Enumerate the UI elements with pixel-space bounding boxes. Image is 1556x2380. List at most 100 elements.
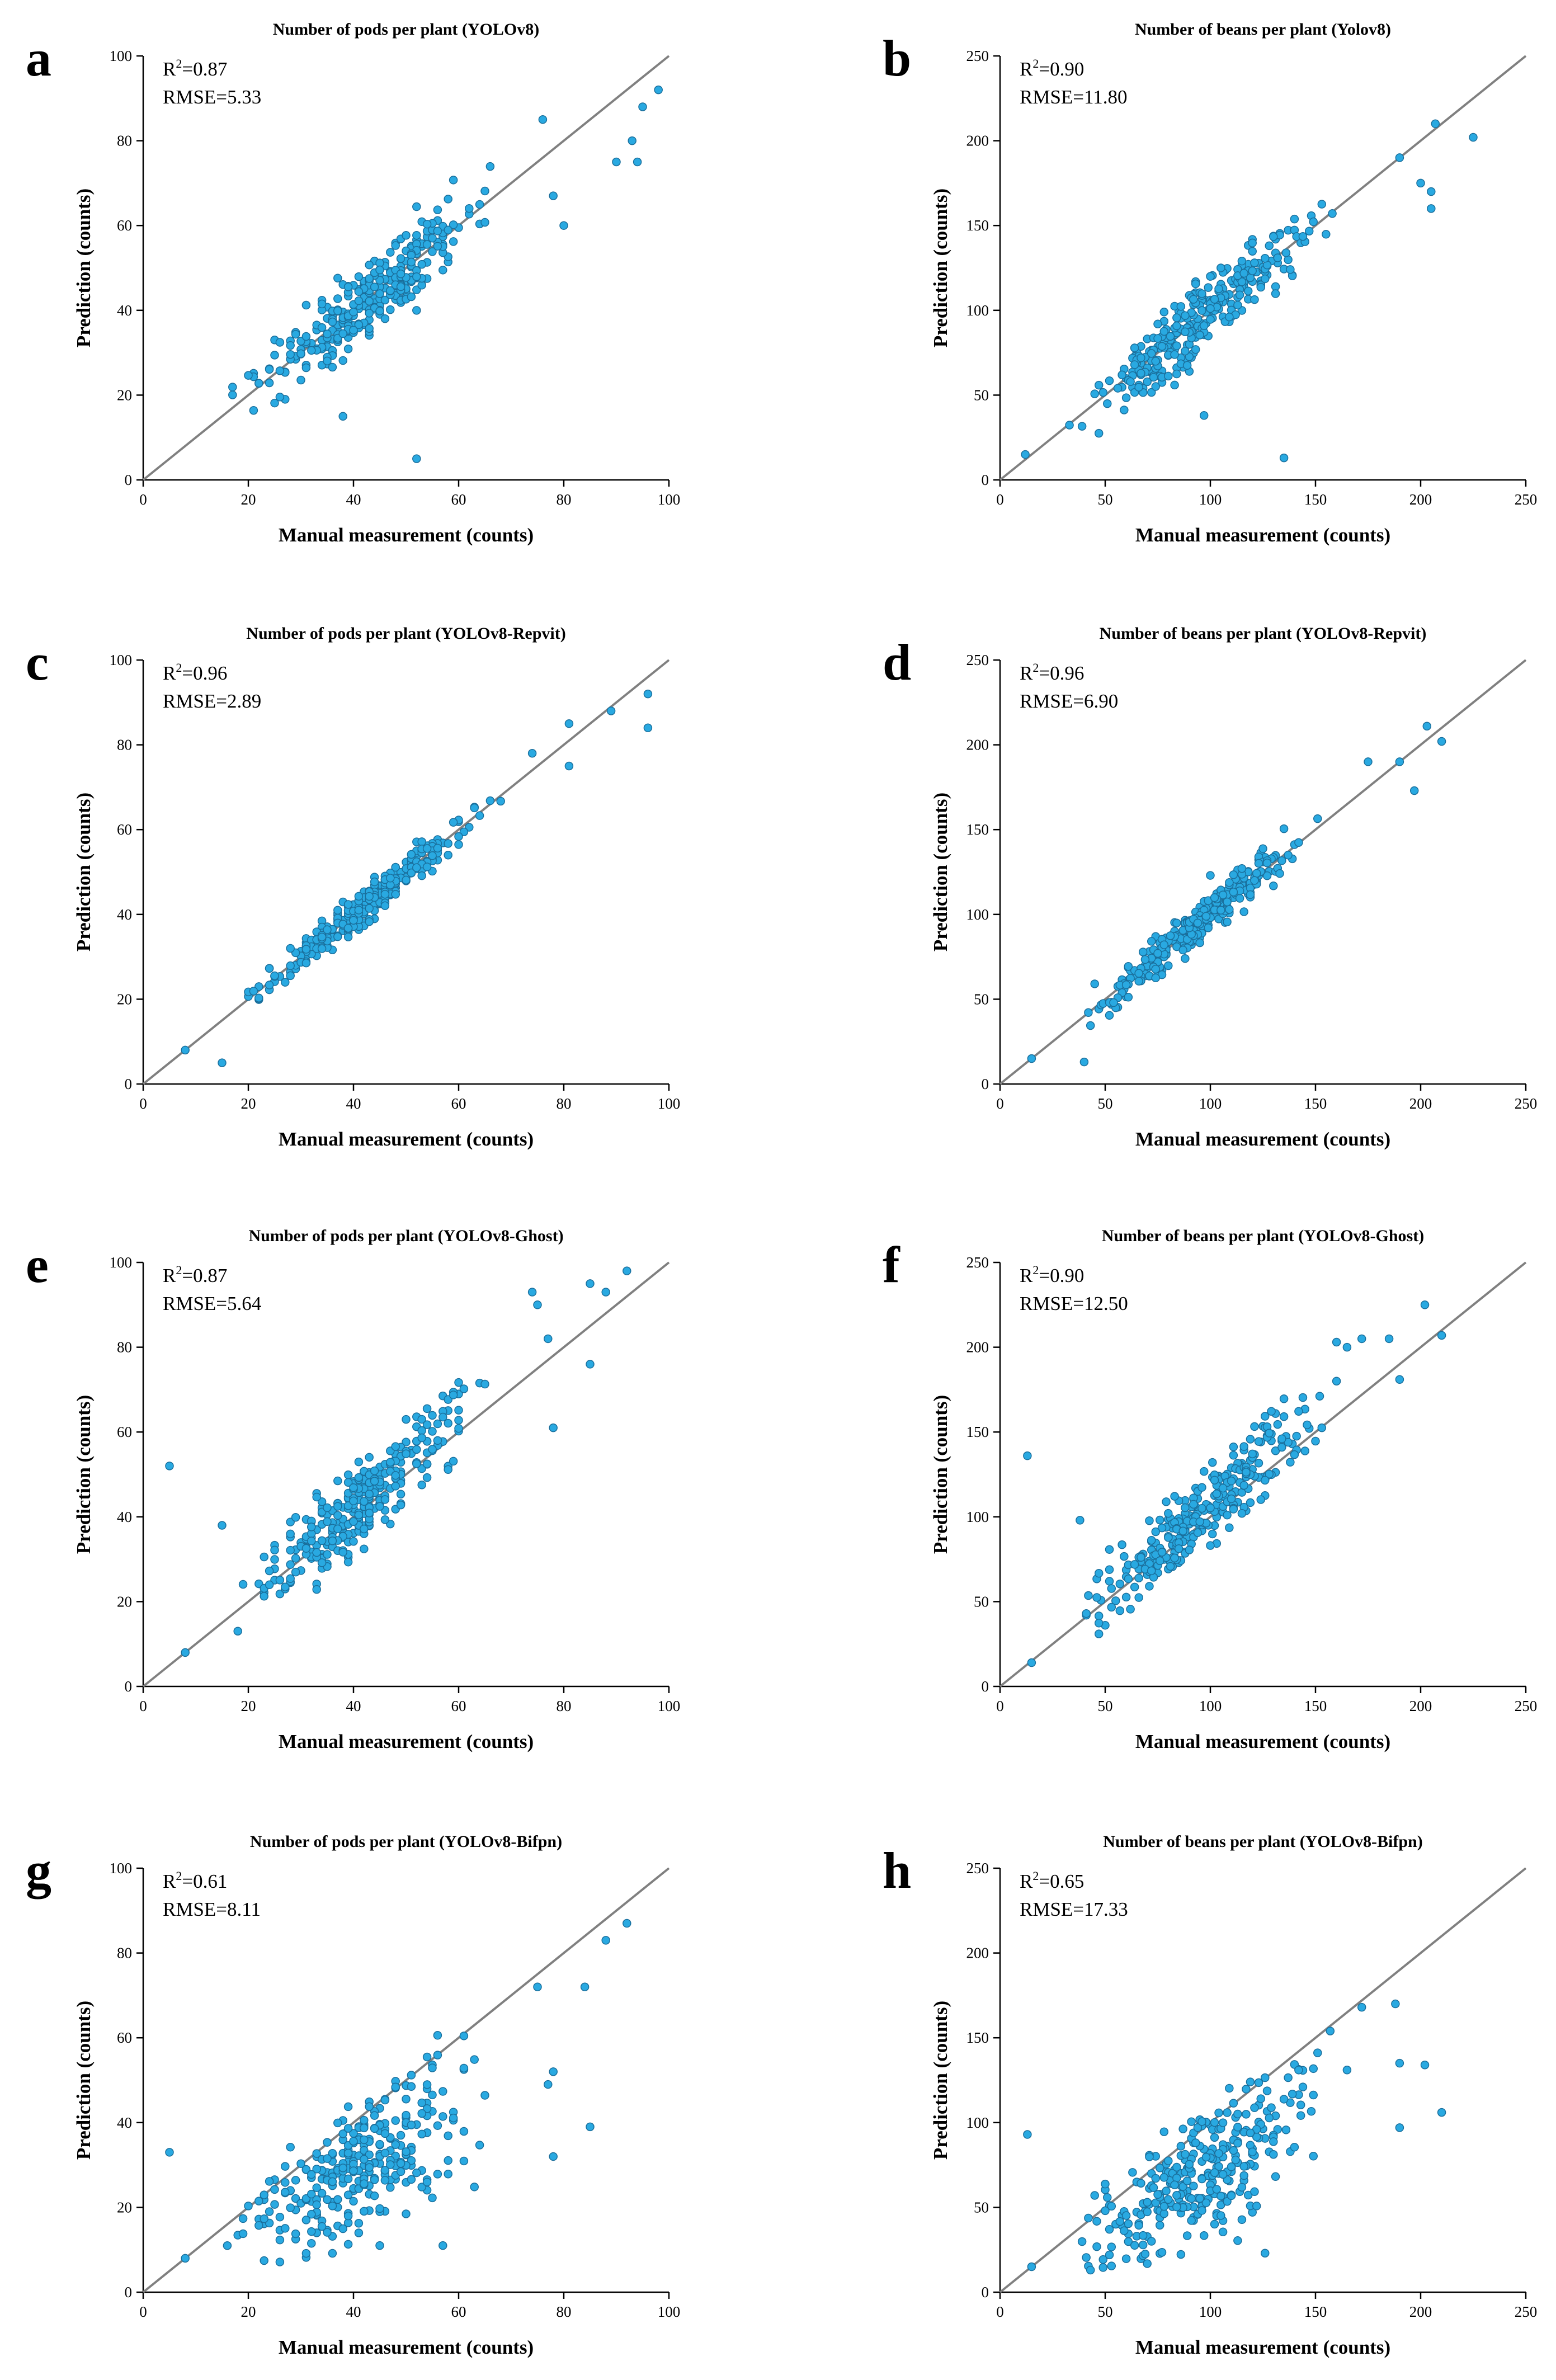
data-point	[1138, 948, 1148, 956]
data-point	[343, 2240, 353, 2249]
data-point	[380, 2095, 390, 2105]
data-point	[1121, 980, 1131, 989]
data-point	[1094, 380, 1104, 390]
data-point	[1250, 876, 1259, 885]
x-tick-label: 100	[1199, 1698, 1222, 1714]
data-point	[1182, 2231, 1192, 2240]
data-point	[1420, 1300, 1430, 1309]
data-point	[564, 761, 574, 771]
r2-annotation: R2=0.87	[163, 1263, 227, 1286]
data-point	[549, 1423, 558, 1432]
data-point	[1279, 2095, 1289, 2104]
data-point	[527, 1288, 537, 1297]
data-point	[218, 1058, 227, 1067]
r2-symbol: R	[163, 58, 176, 80]
data-point	[312, 2183, 321, 2192]
data-point	[1281, 2125, 1291, 2134]
data-point	[1210, 893, 1219, 902]
data-point	[1261, 2249, 1270, 2258]
data-point	[1254, 1437, 1263, 1446]
data-point	[1239, 2171, 1248, 2180]
data-point	[360, 2155, 369, 2164]
data-point	[1170, 1553, 1179, 1563]
x-tick-label: 100	[1199, 1095, 1222, 1112]
y-tick-label: 0	[982, 1076, 989, 1092]
data-point	[1156, 2221, 1164, 2230]
x-axis-title: Manual measurement (counts)	[279, 2336, 534, 2358]
data-point	[1090, 979, 1099, 988]
data-point	[1199, 411, 1209, 420]
y-tick-label: 100	[966, 302, 989, 319]
data-point	[1322, 230, 1331, 239]
data-point	[444, 850, 452, 860]
x-tick-label: 60	[451, 1095, 466, 1112]
r2-value: =0.87	[182, 1265, 227, 1286]
data-point	[1191, 279, 1200, 289]
data-point	[1138, 2240, 1148, 2250]
data-point	[349, 2197, 358, 2206]
data-point	[1214, 2149, 1223, 2158]
data-point	[312, 2149, 321, 2158]
data-point	[1239, 1481, 1248, 1490]
y-tick-label: 150	[966, 2029, 989, 2046]
data-point	[1269, 232, 1278, 241]
data-point	[360, 2207, 369, 2216]
data-point	[1357, 1334, 1366, 1344]
data-point	[328, 362, 337, 372]
rmse-annotation: RMSE=6.90	[1020, 690, 1118, 712]
data-point	[1182, 2176, 1192, 2185]
data-point	[396, 2131, 405, 2140]
data-point	[254, 993, 263, 1002]
data-point	[1261, 1412, 1270, 1421]
data-point	[1094, 1619, 1104, 1628]
y-tick-label: 80	[117, 1945, 132, 1962]
data-point	[527, 749, 537, 758]
data-point	[1076, 1516, 1085, 1525]
data-point	[338, 412, 347, 421]
data-point	[1227, 2162, 1236, 2171]
data-point	[360, 1524, 369, 1534]
data-point	[1197, 289, 1206, 298]
data-point	[354, 272, 364, 281]
data-point	[1157, 1548, 1167, 1557]
data-point	[1229, 1505, 1238, 1514]
data-point	[360, 2115, 369, 2125]
data-point	[459, 2156, 469, 2166]
data-point	[265, 2177, 274, 2186]
y-tick-label: 60	[117, 1424, 132, 1440]
data-point	[407, 2175, 416, 2184]
data-point	[422, 844, 432, 853]
data-point	[412, 1459, 421, 1468]
r2-symbol: R	[1020, 58, 1033, 80]
x-tick-label: 200	[1409, 1095, 1432, 1112]
data-point	[1140, 2250, 1150, 2259]
data-point	[391, 1482, 400, 1491]
data-point	[281, 2162, 290, 2171]
data-point	[1216, 906, 1225, 915]
y-tick-label: 60	[117, 2029, 132, 2046]
data-point	[470, 803, 479, 813]
data-point	[286, 1560, 295, 1569]
data-point	[438, 1412, 447, 1422]
data-point	[470, 2055, 479, 2064]
r2-superscript: 2	[1032, 1869, 1039, 1883]
data-point	[1134, 383, 1143, 392]
data-point	[407, 257, 416, 267]
data-point	[1254, 859, 1263, 868]
data-point	[238, 2229, 248, 2238]
data-point	[449, 237, 458, 246]
data-point	[1237, 256, 1247, 266]
data-point	[1181, 954, 1190, 963]
data-point	[1267, 2103, 1276, 2112]
data-point	[343, 345, 353, 354]
data-point	[286, 1529, 295, 1539]
r2-superscript: 2	[1032, 1263, 1039, 1277]
y-axis-title: Prediction (counts)	[73, 1395, 95, 1554]
data-point	[1185, 2160, 1194, 2169]
data-point	[422, 219, 432, 229]
panel-letter: b	[883, 30, 911, 87]
data-point	[1092, 2217, 1101, 2226]
r2-superscript: 2	[176, 661, 182, 675]
data-point	[1262, 2086, 1272, 2095]
data-point	[1246, 1435, 1255, 1444]
